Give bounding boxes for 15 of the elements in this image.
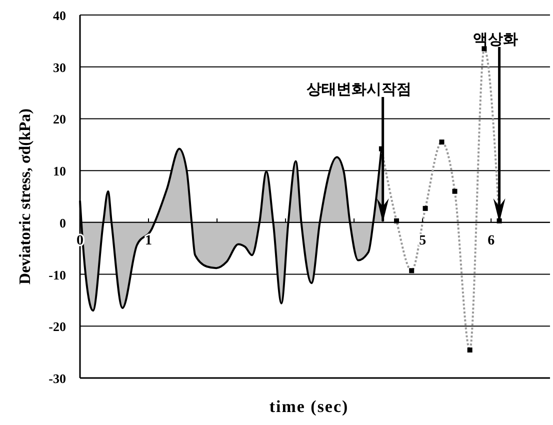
x-axis-title: time (sec): [269, 397, 349, 416]
y-tick-label: 40: [53, 8, 66, 23]
y-axis-title: Deviatoric stress, σd(kPa): [17, 108, 34, 284]
y-tick-label: 10: [53, 164, 66, 179]
y-tick-label: -30: [48, 371, 66, 386]
y-tick-label: -10: [48, 267, 66, 282]
annotation: 상태변화시작점: [306, 80, 412, 98]
y-tick-label: 0: [60, 215, 66, 230]
annotation: 액상화: [472, 30, 518, 48]
y-tick-label: 30: [53, 60, 66, 75]
x-tick-label: 1: [145, 233, 152, 248]
y-tick-label: 20: [53, 112, 66, 127]
x-tick-label: 6: [488, 233, 495, 248]
x-tick-label: 5: [419, 233, 426, 248]
y-tick-label: -20: [48, 319, 66, 334]
